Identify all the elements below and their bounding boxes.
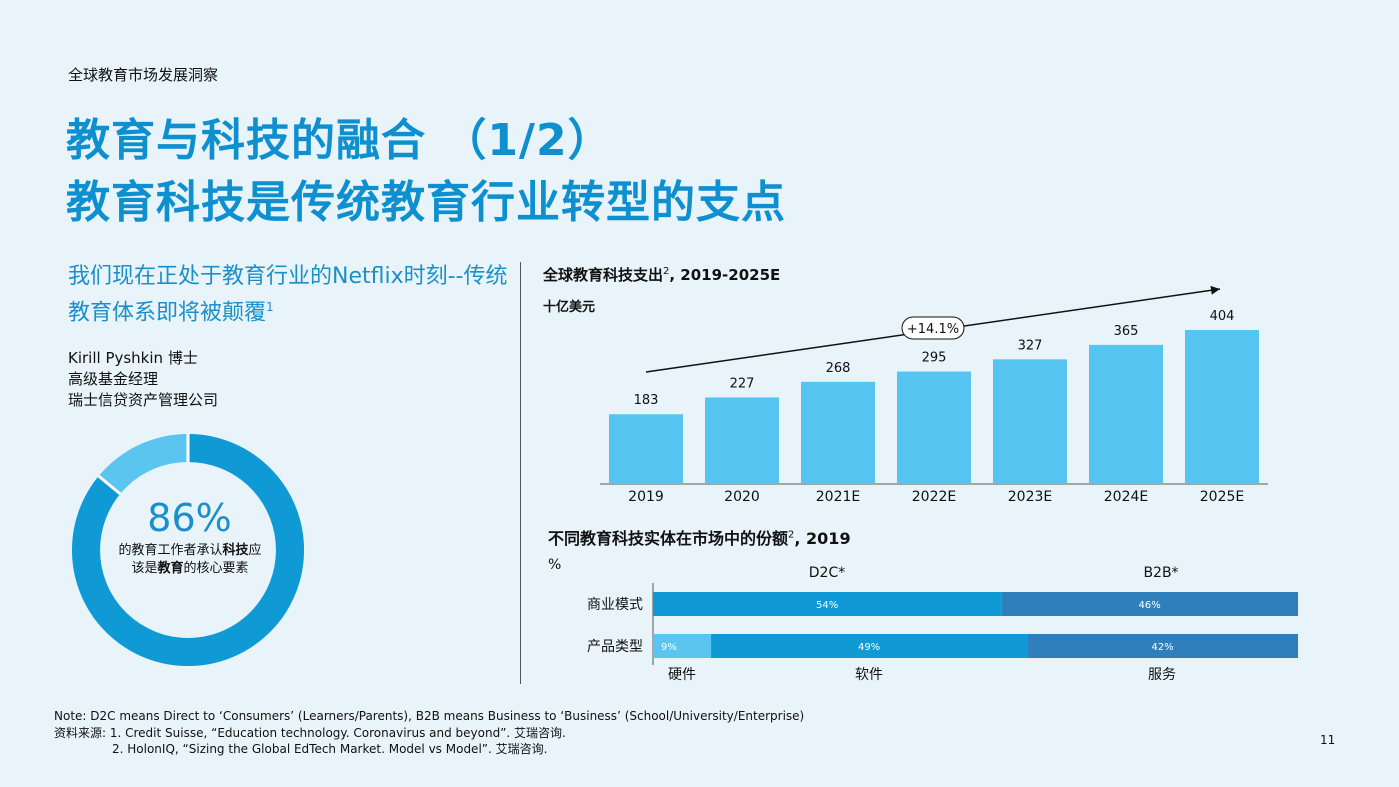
caption-part: 的核心要素 (183, 561, 249, 576)
donut-caption: 的教育工作者承认科技应该是教育的核心要素 (118, 542, 262, 578)
stacked-bar-chart-share: 商业模式 54% 46% 产品类型 9% 49% 42% D2C* B2B* 硬件 软件 服务 (587, 565, 1298, 683)
bar-value-label: 327 (1018, 338, 1043, 353)
footnote-source1: 资料来源: 1. Credit Suisse, “Education techn… (54, 726, 566, 740)
segment (653, 592, 1002, 616)
caption-part-bold: 教育 (157, 561, 184, 576)
bar-2021E (801, 381, 875, 484)
caption-part: 应该是 (131, 543, 262, 576)
donut-gap (97, 474, 122, 496)
caption-part-bold: 科技 (222, 543, 249, 558)
quote-block: 我们现在正处于教育行业的Netflix时刻--传统教育体系即将被颠覆1 (68, 262, 508, 328)
x-tick-label: 2025E (1200, 489, 1244, 505)
top-label: B2B* (1143, 565, 1178, 581)
bar-chart-spending: 183 2019 227 2020 268 2021E 295 2022E 327 2023E 36… (600, 285, 1268, 505)
vertical-divider (520, 262, 521, 684)
bar-2019 (609, 414, 683, 484)
donut-chart (72, 434, 304, 666)
chart2-title-text: 不同教育科技实体在市场中的份额 (548, 529, 789, 548)
row-label: 产品类型 (587, 639, 643, 655)
donut-percent: 86% (147, 496, 232, 540)
quote-text: 我们现在正处于教育行业的Netflix时刻--传统教育体系即将被颠覆 (68, 264, 508, 326)
chart2-title: 不同教育科技实体在市场中的份额2, 2019 (548, 525, 851, 549)
bar-value-label: 227 (730, 376, 755, 391)
segment-label: 9% (661, 642, 677, 653)
x-tick-label: 2022E (912, 489, 956, 505)
section-label: 全球教育市场发展洞察 (68, 66, 219, 84)
row-label: 商业模式 (587, 597, 643, 613)
person-title: 高级基金经理 (68, 370, 159, 388)
top-label: D2C* (809, 565, 845, 581)
bottom-label: 硬件 (668, 667, 696, 683)
x-tick-label: 2023E (1008, 489, 1052, 505)
bar-value-label: 183 (634, 393, 659, 408)
person-company: 瑞士信贷资产管理公司 (68, 391, 219, 409)
segment (1001, 592, 1298, 616)
bar-value-label: 268 (826, 361, 851, 376)
person-name: Kirill Pyshkin 博士 (68, 349, 198, 367)
bar-value-label: 295 (922, 351, 947, 366)
chart1-title-suffix: , 2019-2025E (669, 266, 781, 284)
x-tick-label: 2020 (724, 489, 760, 505)
segment-label: 54% (816, 600, 838, 611)
chart1-title-sup: 2 (663, 266, 670, 277)
bar-2022E (897, 371, 971, 484)
caption-part: 的教育工作者承认 (118, 543, 223, 558)
quote-footnote-ref: 1 (266, 300, 274, 314)
page-title-line2: 教育科技是传统教育行业转型的支点 (66, 177, 786, 228)
x-tick-label: 2021E (816, 489, 860, 505)
segment-label: 46% (1139, 600, 1161, 611)
bar-2025E (1185, 330, 1259, 484)
segment-label: 42% (1151, 642, 1173, 653)
footnote-source2: 2. HolonIQ, “Sizing the Global EdTech Ma… (112, 742, 548, 756)
bottom-label: 软件 (855, 667, 883, 683)
page-title-line1: 教育与科技的融合 （1/2） (66, 115, 613, 166)
chart2-title-sup: 2 (788, 529, 795, 541)
cagr-label: +14.1% (907, 322, 959, 337)
segment (711, 634, 1028, 658)
footnote-note: Note: D2C means Direct to ‘Consumers’ (L… (54, 709, 805, 723)
bar-value-label: 365 (1114, 324, 1139, 339)
chart1-title-text: 全球教育科技支出 (543, 266, 664, 284)
x-tick-label: 2024E (1104, 489, 1148, 505)
bar-value-label: 404 (1210, 309, 1235, 324)
bottom-label: 服务 (1148, 667, 1176, 683)
chart1-title: 全球教育科技支出2, 2019-2025E (543, 264, 780, 285)
bar-2020 (705, 397, 779, 484)
page-number: 11 (1320, 733, 1336, 747)
chart2-unit: % (548, 557, 562, 573)
cagr-badge (901, 316, 965, 340)
segment (1027, 634, 1298, 658)
chart2-title-suffix: , 2019 (794, 529, 851, 548)
x-tick-label: 2019 (628, 489, 664, 505)
bar-2024E (1089, 344, 1163, 484)
segment (653, 634, 712, 658)
chart1-unit: 十亿美元 (543, 300, 596, 315)
bar-2023E (993, 359, 1067, 484)
segment-label: 49% (858, 642, 880, 653)
